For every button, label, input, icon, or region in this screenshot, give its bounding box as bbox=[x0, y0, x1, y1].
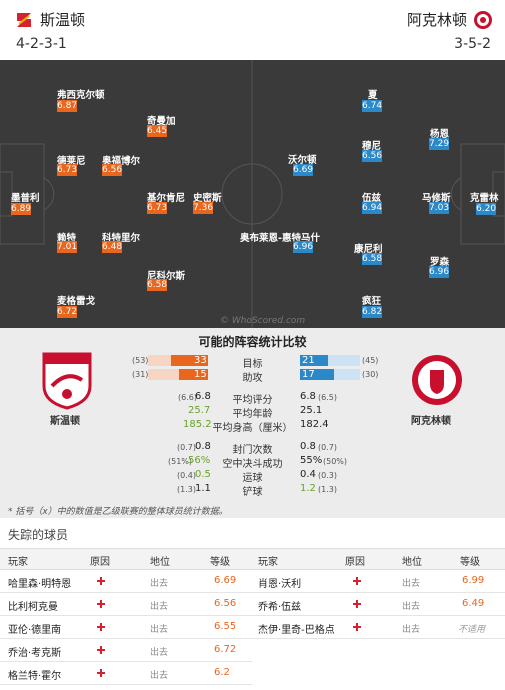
missing-row-2: 比利柯克曼 出去 6.56 乔希·伍兹 出去 6.49 bbox=[0, 593, 505, 616]
goals-away-bar bbox=[300, 355, 328, 366]
missing-player-name[interactable]: 乔希·伍兹 bbox=[258, 602, 302, 613]
missing-players: 失踪的球员 玩家 原因 地位 等级 玩家 原因 地位 等级 哈里森·明特恩 出去… bbox=[0, 520, 505, 690]
injury-icon bbox=[97, 600, 105, 608]
pitch: 弗西克尔顿 6.87 奇曼加 6.45 德莱尼 6.73 奥福博尔 6.56 基… bbox=[0, 60, 505, 328]
swindon-crest-icon bbox=[17, 12, 31, 27]
missing-player-name[interactable]: 杰伊·里奇-巴格点 bbox=[258, 625, 335, 636]
injury-icon bbox=[353, 623, 361, 631]
goals-home-bar bbox=[171, 355, 208, 366]
missing-player-name[interactable]: 乔治·考克斯 bbox=[8, 648, 62, 659]
home-club-label: 斯温顿 bbox=[50, 416, 80, 427]
comparison-title: 可能的阵容统计比较 bbox=[198, 335, 307, 349]
footnote: * 括号（x）中的数值是乙级联赛的整体球员统计数据。 bbox=[8, 507, 228, 517]
match-header: 斯温顿 阿克林顿 4-2-3-1 3-5-2 bbox=[0, 0, 505, 58]
assists-home-bar bbox=[179, 369, 208, 380]
missing-row-1: 哈里森·明特恩 出去 6.69 肖恩·沃利 出去 6.99 bbox=[0, 570, 505, 593]
missing-row-3: 亚伦·德里南 出去 6.55 杰伊·里奇-巴格点 出去 不适用 bbox=[0, 616, 505, 639]
injury-icon bbox=[353, 577, 361, 585]
lineup-comparison: 可能的阵容统计比较 斯温顿 阿克林顿 (53) 33 目标 21 (45) (3… bbox=[0, 328, 505, 518]
injury-icon bbox=[96, 576, 106, 586]
missing-player-name[interactable]: 肖恩·沃利 bbox=[258, 579, 302, 590]
accrington-crest-icon bbox=[474, 10, 492, 29]
assists-away-bar bbox=[300, 369, 334, 380]
away-formation: 3-5-2 bbox=[454, 36, 491, 52]
away-team[interactable]: 阿克林顿 bbox=[407, 9, 493, 30]
home-team[interactable]: 斯温顿 bbox=[14, 9, 85, 30]
injury-icon bbox=[97, 646, 105, 654]
home-formation: 4-2-3-1 bbox=[16, 36, 67, 52]
missing-title: 失踪的球员 bbox=[8, 528, 69, 542]
missing-player-name[interactable]: 亚伦·德里南 bbox=[8, 625, 62, 636]
assists-home-bar-bg bbox=[148, 369, 208, 380]
watermark: © WhoScored.com bbox=[220, 316, 306, 326]
pitch-lines bbox=[0, 60, 505, 328]
injury-icon bbox=[97, 623, 105, 631]
missing-row-4: 乔治·考克斯 出去 6.72 bbox=[0, 639, 252, 662]
swindon-big-crest-icon bbox=[42, 352, 92, 410]
missing-row-5: 格兰特·霍尔 出去 6.2 bbox=[0, 662, 252, 685]
goals-away-bar-bg bbox=[300, 355, 360, 366]
injury-icon bbox=[353, 600, 361, 608]
away-club-label: 阿克林顿 bbox=[411, 416, 451, 427]
missing-player-name[interactable]: 格兰特·霍尔 bbox=[8, 671, 62, 682]
injury-icon bbox=[97, 669, 105, 677]
missing-table-header: 玩家 原因 地位 等级 玩家 原因 地位 等级 bbox=[0, 548, 505, 570]
accrington-big-crest-icon bbox=[412, 355, 462, 405]
away-team-name[interactable]: 阿克林顿 bbox=[406, 11, 467, 29]
missing-player-name[interactable]: 比利柯克曼 bbox=[8, 602, 58, 613]
home-team-name[interactable]: 斯温顿 bbox=[40, 11, 86, 29]
missing-player-name[interactable]: 哈里森·明特恩 bbox=[8, 579, 72, 590]
